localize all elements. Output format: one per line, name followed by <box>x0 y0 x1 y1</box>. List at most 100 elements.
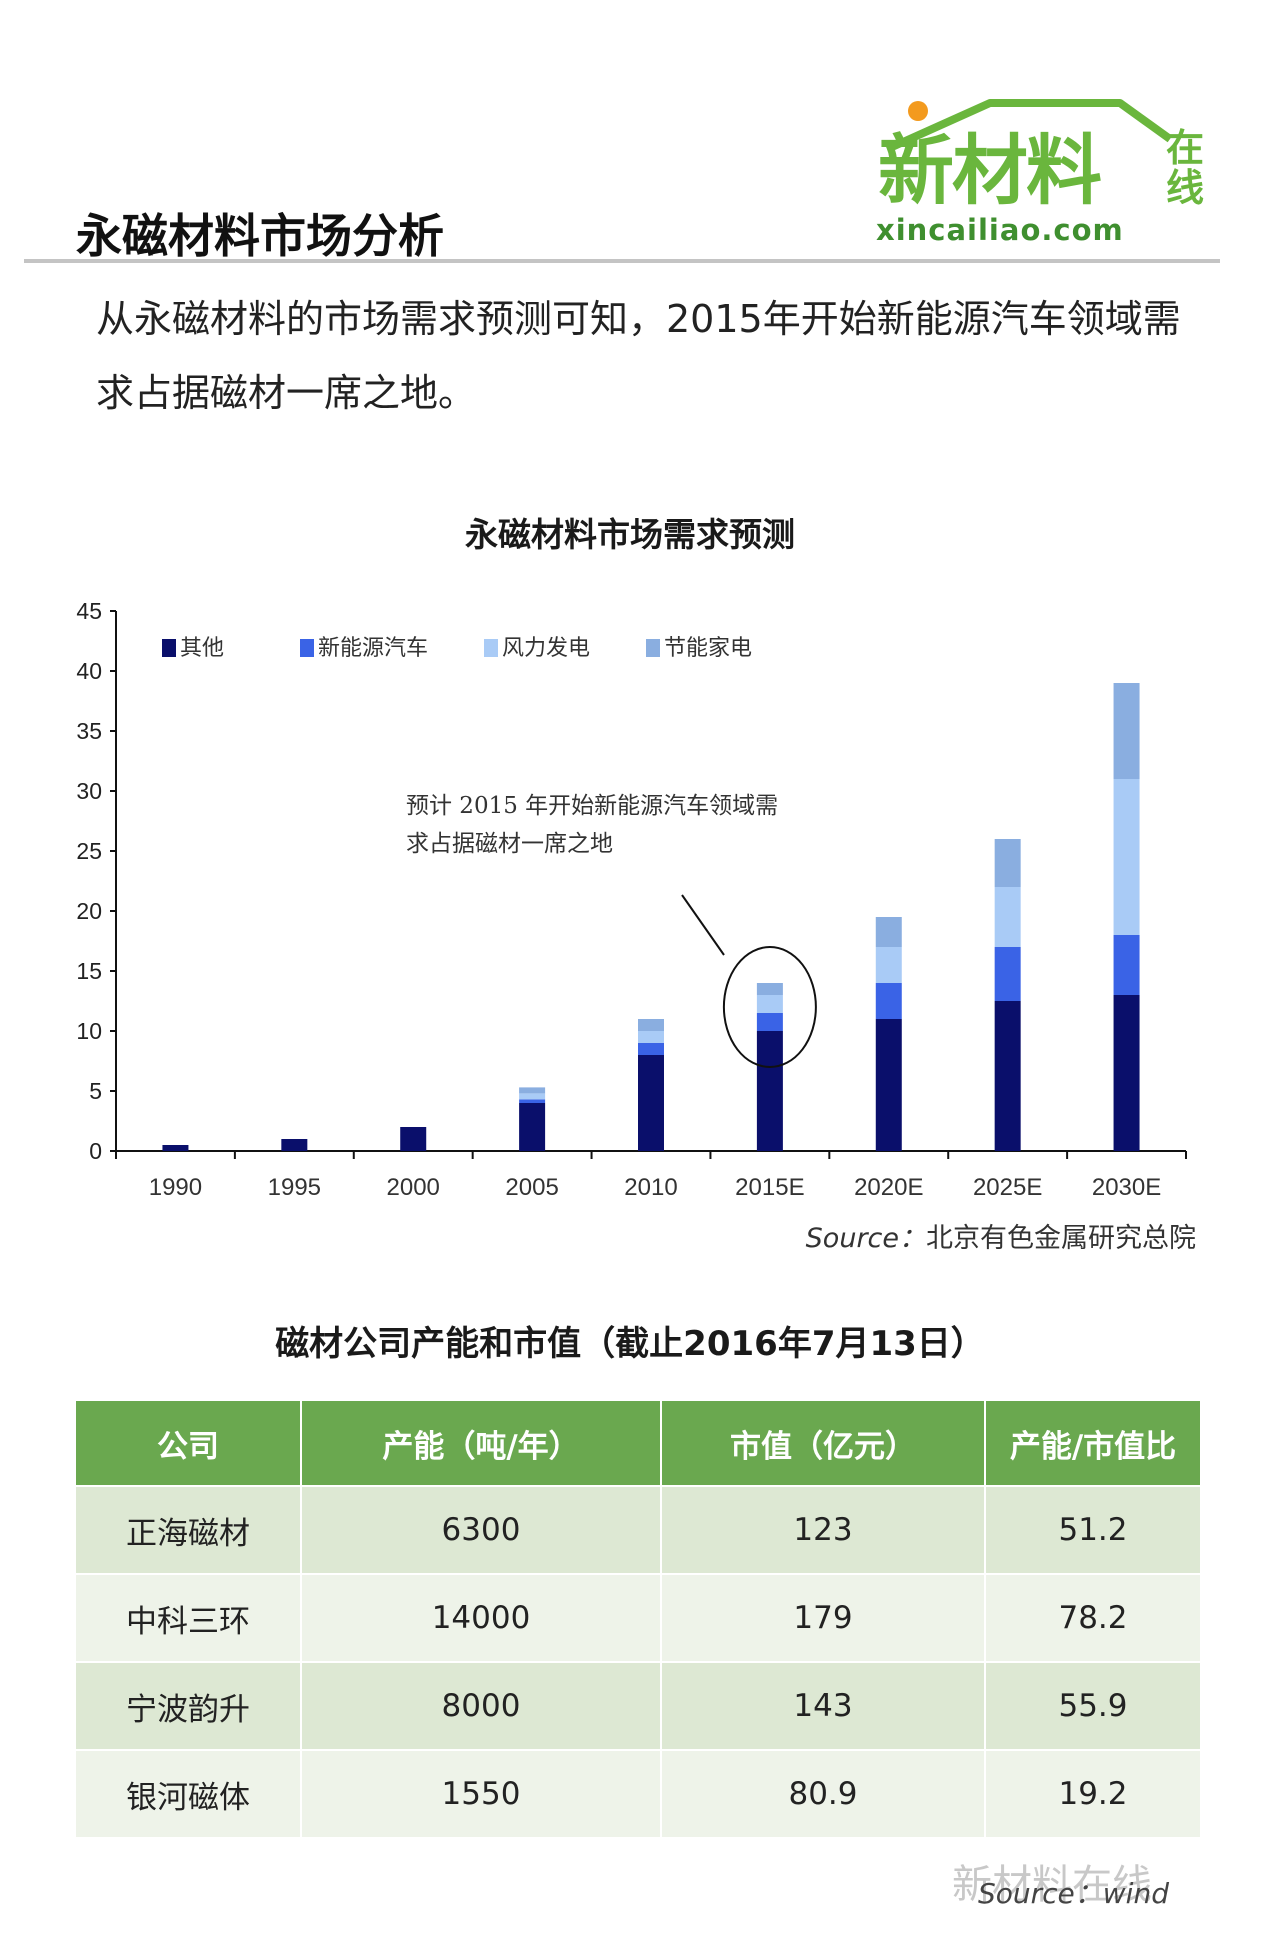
cell-ratio: 19.2 <box>985 1749 1200 1837</box>
cell-company: 中科三环 <box>76 1573 302 1662</box>
bar-2005-风力发电 <box>519 1093 546 1100</box>
table-row: 银河磁体 1550 80.9 19.2 <box>76 1749 1200 1837</box>
table-row: 正海磁材 6300 123 51.2 <box>76 1485 1200 1574</box>
y-tick-label: 40 <box>76 658 102 684</box>
bar-2020E-其他 <box>875 1019 902 1151</box>
chart-source-text: 北京有色金属研究总院 <box>926 1223 1196 1254</box>
bar-2010-风力发电 <box>638 1031 664 1043</box>
bar-2030E-新能源汽车 <box>1113 935 1140 995</box>
cell-ratio: 51.2 <box>985 1485 1200 1574</box>
legend-swatch-其他 <box>162 639 176 657</box>
footer-source: Source：wind <box>978 1877 1169 1910</box>
bar-2015E-新能源汽车 <box>756 1013 783 1031</box>
annotation-pointer <box>681 894 725 956</box>
bar-2010-新能源汽车 <box>638 1043 664 1055</box>
bar-2010-其他 <box>638 1055 664 1151</box>
intro-paragraph: 从永磁材料的市场需求预测可知，2015年开始新能源汽车领域需求占据磁材一席之地。 <box>96 297 1181 415</box>
y-tick-label: 15 <box>76 958 102 984</box>
bar-1995-其他 <box>281 1139 308 1151</box>
bar-2015E-节能家电 <box>756 983 783 995</box>
bar-2025E-新能源汽车 <box>994 947 1021 1001</box>
page-title: 永磁材料市场分析 <box>76 209 444 263</box>
x-tick-label: 2010 <box>624 1174 677 1201</box>
y-tick-label: 5 <box>89 1078 102 1104</box>
header-capacity: 产能（吨/年） <box>301 1401 662 1486</box>
bar-2005-节能家电 <box>519 1087 546 1094</box>
annotation-line-1: 预计 2015 年开始新能源汽车领域需 <box>406 793 778 819</box>
bar-2025E-节能家电 <box>994 839 1021 887</box>
stacked-bar-chart: 0 5 10 15 20 25 30 35 40 45 1990 1995 2000 2005 2010 20… <box>76 598 1187 1201</box>
table-header-row: 公司 产能（吨/年） 市值（亿元） 产能/市值比 <box>76 1401 1200 1486</box>
bar-2030E-节能家电 <box>1113 683 1140 779</box>
bar-2015E-其他 <box>756 1031 783 1151</box>
y-tick-label: 35 <box>76 718 102 744</box>
bar-2005-新能源汽车 <box>519 1099 546 1103</box>
logo-text: 新材料 <box>878 126 1102 215</box>
annotation-line-2: 求占据磁材一席之地 <box>406 831 613 857</box>
y-tick-label: 45 <box>76 598 102 624</box>
y-tick-label: 10 <box>76 1018 102 1044</box>
cell-capacity: 8000 <box>301 1661 662 1750</box>
legend-swatch-风力发电 <box>484 639 498 657</box>
bar-2030E-风力发电 <box>1113 779 1140 935</box>
cell-ratio: 78.2 <box>985 1573 1200 1662</box>
cell-capacity: 1550 <box>301 1749 662 1837</box>
y-tick-label: 0 <box>89 1138 102 1164</box>
x-tick-label: 1990 <box>149 1174 202 1201</box>
x-tick-label: 2020E <box>854 1174 923 1201</box>
logo-url: xincailiao.com <box>876 213 1124 247</box>
bar-2020E-节能家电 <box>875 917 902 947</box>
x-tick-label: 2015E <box>735 1174 804 1201</box>
header-ratio: 产能/市值比 <box>985 1401 1200 1486</box>
cell-market-value: 80.9 <box>661 1749 986 1837</box>
table-row: 宁波韵升 8000 143 55.9 <box>76 1661 1200 1750</box>
cell-market-value: 123 <box>661 1485 986 1574</box>
legend-swatch-新能源汽车 <box>300 639 314 657</box>
cell-market-value: 179 <box>661 1573 986 1662</box>
bar-2015E-风力发电 <box>756 995 783 1013</box>
cell-company: 宁波韵升 <box>76 1661 302 1750</box>
header-market-value: 市值（亿元） <box>661 1401 986 1486</box>
logo-side-text: 在线 <box>1166 126 1205 210</box>
bar-2030E-其他 <box>1113 995 1140 1151</box>
title-divider <box>24 259 1220 263</box>
bar-2025E-其他 <box>994 1001 1021 1151</box>
y-tick-label: 30 <box>76 778 102 804</box>
legend-label-新能源汽车: 新能源汽车 <box>318 636 428 661</box>
bar-2000-其他 <box>400 1127 427 1151</box>
x-tick-label: 2005 <box>505 1174 558 1201</box>
x-tick-label: 2025E <box>973 1174 1042 1201</box>
chart-source: Source：北京有色金属研究总院 <box>780 1216 1196 1255</box>
cell-company: 正海磁材 <box>76 1485 302 1574</box>
bar-2020E-新能源汽车 <box>875 983 902 1019</box>
legend-swatch-节能家电 <box>646 639 660 657</box>
legend-label-风力发电: 风力发电 <box>502 636 590 661</box>
footer-watermark: 新材料在线 <box>952 1862 1152 1908</box>
cell-capacity: 6300 <box>301 1485 662 1574</box>
chart-title: 永磁材料市场需求预测 <box>465 515 795 554</box>
bar-2010-节能家电 <box>638 1019 664 1031</box>
bar-2025E-风力发电 <box>994 887 1021 947</box>
x-tick-label: 2030E <box>1092 1174 1161 1201</box>
table-row: 中科三环 14000 179 78.2 <box>76 1573 1200 1662</box>
bar-2005-其他 <box>519 1103 546 1151</box>
cell-market-value: 143 <box>661 1661 986 1750</box>
table-title: 磁材公司产能和市值（截止2016年7月13日） <box>275 1324 985 1364</box>
legend-label-节能家电: 节能家电 <box>664 636 752 661</box>
y-tick-label: 20 <box>76 898 102 924</box>
bar-1990-其他 <box>162 1145 189 1151</box>
chart-source-label: Source： <box>805 1223 926 1254</box>
house-roof-icon <box>890 99 1173 151</box>
bar-2020E-风力发电 <box>875 947 902 983</box>
highlight-ellipse <box>722 946 817 1068</box>
x-tick-label: 2000 <box>387 1174 440 1201</box>
cell-ratio: 55.9 <box>985 1661 1200 1750</box>
header-company: 公司 <box>76 1401 302 1486</box>
company-capacity-table: 公司 产能（吨/年） 市值（亿元） 产能/市值比 正海磁材 6300 123 5… <box>76 1401 1200 1837</box>
cell-company: 银河磁体 <box>76 1749 302 1837</box>
x-tick-label: 1995 <box>268 1174 321 1201</box>
brand-logo: 新材料 在线 xincailiao.com <box>870 95 1210 255</box>
legend-label-其他: 其他 <box>180 636 224 661</box>
y-tick-label: 25 <box>76 838 102 864</box>
cell-capacity: 14000 <box>301 1573 662 1662</box>
